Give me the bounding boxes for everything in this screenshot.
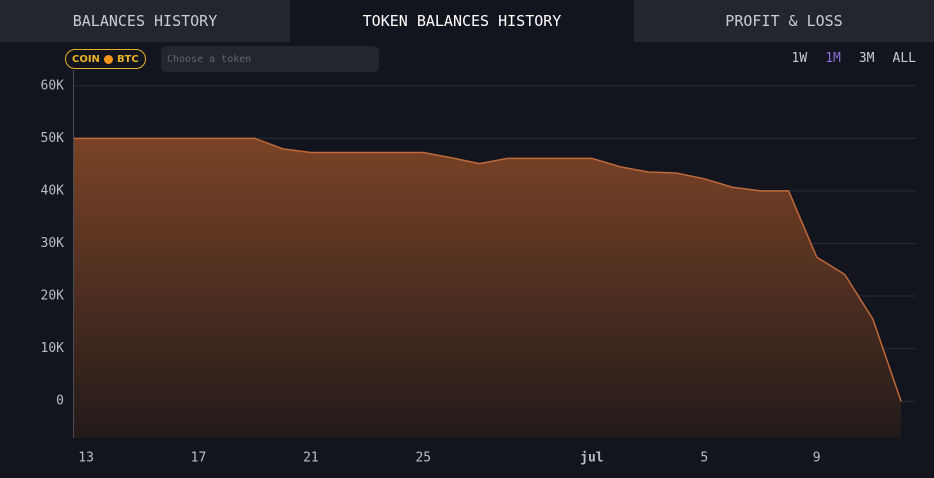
tab[interactable]: BALANCES HISTORY bbox=[72, 12, 218, 30]
tab[interactable]: PROFIT & LOSS bbox=[725, 12, 843, 30]
x-tick-label: 13 bbox=[78, 451, 94, 466]
badge-label: COIN bbox=[72, 53, 100, 65]
y-tick-label: 10K bbox=[41, 341, 65, 356]
plot bbox=[74, 137, 902, 438]
y-tick-label: 20K bbox=[41, 289, 65, 304]
x-tick-label: 9 bbox=[813, 451, 821, 466]
y-tick-label: 60K bbox=[41, 78, 65, 93]
tabs: BALANCES HISTORY TOKEN BALANCES HISTORY PR… bbox=[0, 0, 934, 42]
tab[interactable]: TOKEN BALANCES HISTORY bbox=[290, 0, 634, 42]
range-button[interactable]: 1W bbox=[791, 51, 808, 66]
line bbox=[74, 137, 902, 402]
btc-icon bbox=[103, 54, 113, 64]
token-input[interactable]: Choose a token bbox=[161, 46, 379, 72]
range-button[interactable]: 3M bbox=[858, 51, 875, 66]
range-buttons: 1W 1M 3M ALL bbox=[792, 51, 916, 66]
area bbox=[74, 138, 901, 438]
token-label: BTC bbox=[116, 53, 139, 65]
range-button[interactable]: 1M bbox=[825, 51, 841, 66]
coin-badge[interactable]: COIN BTC bbox=[65, 49, 146, 69]
y-tick-label: 40K bbox=[41, 183, 65, 198]
y-tick-label: 50K bbox=[41, 131, 65, 146]
range-button[interactable]: ALL bbox=[892, 51, 916, 66]
x-tick-label: 17 bbox=[191, 451, 207, 466]
y-tick-label: 0 bbox=[56, 394, 64, 409]
x-tick-label: 5 bbox=[700, 451, 708, 466]
x-tick-label: jul bbox=[580, 451, 603, 466]
x-tick-label: 21 bbox=[303, 451, 319, 466]
toolbar: COIN BTC Choose a token 1W 1M 3M ALL bbox=[0, 46, 934, 72]
x-tick-label: 25 bbox=[415, 451, 431, 466]
y-tick-label: 30K bbox=[41, 236, 65, 251]
